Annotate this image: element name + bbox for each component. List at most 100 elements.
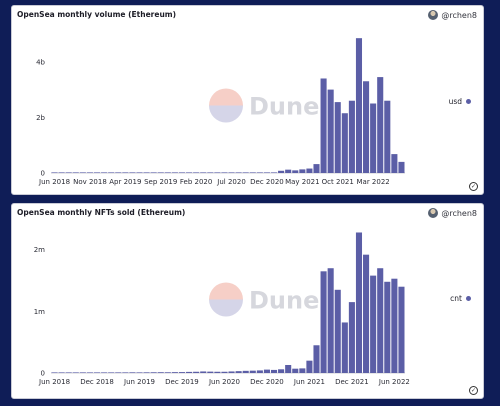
author-name[interactable]: @rchen8	[441, 208, 477, 218]
bar[interactable]	[122, 372, 129, 373]
bar[interactable]	[306, 360, 313, 373]
bar[interactable]	[341, 113, 348, 173]
bar[interactable]	[278, 369, 285, 373]
bar[interactable]	[313, 164, 320, 173]
bar[interactable]	[320, 271, 327, 373]
bar[interactable]	[93, 172, 101, 173]
bar[interactable]	[384, 281, 391, 373]
bar[interactable]	[93, 372, 101, 373]
bar[interactable]	[108, 172, 115, 173]
bar[interactable]	[200, 371, 207, 373]
bar[interactable]	[355, 232, 363, 373]
legend[interactable]: cnt	[450, 294, 471, 303]
bar[interactable]	[108, 372, 115, 373]
bar[interactable]	[79, 372, 86, 373]
bar[interactable]	[115, 372, 122, 373]
bar[interactable]	[178, 172, 186, 173]
bar[interactable]	[327, 89, 334, 173]
bar[interactable]	[150, 172, 157, 173]
bar[interactable]	[249, 172, 256, 173]
bar[interactable]	[228, 172, 235, 173]
bar[interactable]	[51, 372, 58, 373]
bar[interactable]	[391, 154, 398, 173]
bar[interactable]	[164, 372, 171, 373]
author[interactable]: @rchen8	[428, 9, 477, 21]
bar[interactable]	[143, 172, 150, 173]
bar[interactable]	[363, 81, 370, 173]
bar[interactable]	[157, 372, 164, 373]
bar[interactable]	[157, 172, 164, 173]
bar[interactable]	[398, 286, 405, 373]
bar[interactable]	[320, 78, 327, 173]
legend[interactable]: usd	[449, 97, 471, 106]
bar[interactable]	[214, 371, 221, 373]
bar[interactable]	[306, 168, 313, 173]
bar[interactable]	[242, 370, 249, 373]
bar[interactable]	[285, 169, 292, 173]
bar[interactable]	[178, 372, 186, 373]
bar[interactable]	[65, 172, 72, 173]
bar[interactable]	[263, 172, 270, 173]
bar[interactable]	[355, 38, 363, 173]
bar[interactable]	[363, 254, 370, 373]
bar[interactable]	[341, 322, 348, 373]
author-name[interactable]: @rchen8	[441, 10, 477, 20]
bar[interactable]	[86, 172, 93, 173]
bar[interactable]	[256, 172, 263, 173]
bar[interactable]	[58, 372, 65, 373]
bar[interactable]	[72, 372, 79, 373]
bar[interactable]	[72, 172, 79, 173]
bar[interactable]	[136, 172, 143, 173]
bar[interactable]	[200, 172, 207, 173]
bar[interactable]	[150, 372, 157, 373]
bar[interactable]	[79, 172, 86, 173]
bar[interactable]	[235, 371, 242, 373]
bar[interactable]	[122, 172, 129, 173]
bar[interactable]	[171, 372, 178, 373]
bar[interactable]	[391, 278, 398, 373]
bar[interactable]	[228, 371, 235, 373]
bar[interactable]	[398, 161, 405, 173]
bar[interactable]	[235, 172, 242, 173]
bar[interactable]	[249, 370, 256, 373]
bar[interactable]	[214, 172, 221, 173]
bar[interactable]	[186, 172, 193, 173]
bar[interactable]	[164, 172, 171, 173]
bar[interactable]	[313, 345, 320, 373]
bar[interactable]	[384, 100, 391, 173]
bar[interactable]	[377, 77, 384, 173]
bar[interactable]	[207, 172, 214, 173]
bar[interactable]	[221, 371, 228, 373]
bar[interactable]	[101, 172, 108, 173]
bar[interactable]	[292, 170, 299, 173]
bar[interactable]	[221, 172, 228, 173]
bar[interactable]	[327, 268, 334, 373]
bar[interactable]	[101, 372, 108, 373]
bar[interactable]	[193, 371, 200, 373]
bar[interactable]	[171, 172, 178, 173]
bar[interactable]	[278, 170, 285, 173]
bar[interactable]	[58, 172, 65, 173]
bar[interactable]	[115, 172, 122, 173]
bar[interactable]	[270, 369, 278, 373]
bar[interactable]	[143, 372, 150, 373]
bar[interactable]	[370, 275, 377, 373]
bar[interactable]	[370, 103, 377, 174]
bar[interactable]	[334, 289, 341, 373]
bar[interactable]	[136, 372, 143, 373]
bar[interactable]	[263, 369, 270, 373]
bar[interactable]	[285, 364, 292, 373]
bar[interactable]	[334, 102, 341, 173]
bar[interactable]	[65, 372, 72, 373]
bar[interactable]	[256, 370, 263, 373]
bar[interactable]	[242, 172, 249, 173]
bar[interactable]	[207, 371, 214, 373]
author[interactable]: @rchen8	[428, 207, 477, 219]
bar[interactable]	[193, 172, 200, 173]
bar[interactable]	[292, 368, 299, 373]
bar[interactable]	[348, 302, 355, 373]
bar[interactable]	[299, 368, 306, 373]
bar[interactable]	[377, 268, 384, 373]
bar[interactable]	[129, 172, 136, 173]
bar[interactable]	[299, 169, 306, 173]
